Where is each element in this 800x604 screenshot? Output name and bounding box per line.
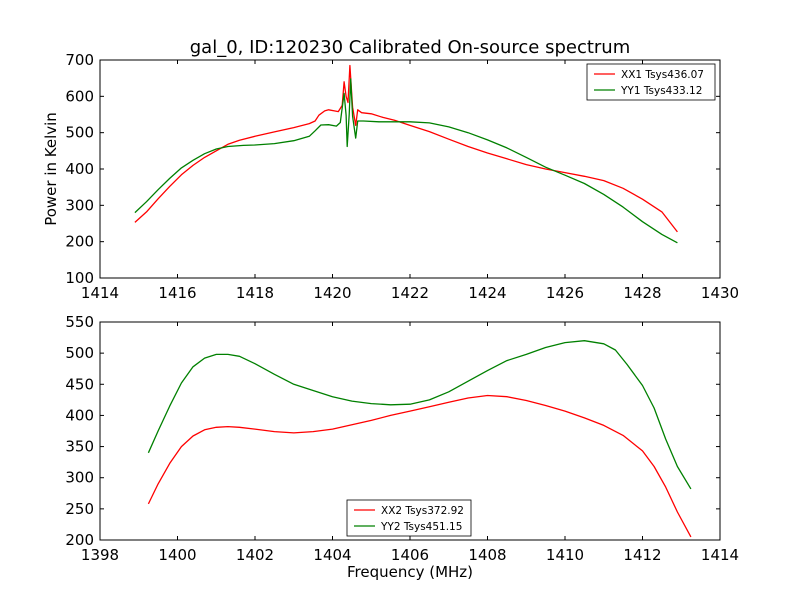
- y-axis-label: Power in Kelvin: [42, 112, 60, 226]
- x-tick-label: 1414: [81, 284, 119, 302]
- y-tick-label: 250: [65, 500, 94, 518]
- x-tick-label: 1412: [623, 546, 661, 564]
- y-tick-label: 450: [65, 375, 94, 393]
- y-tick-label: 500: [65, 124, 94, 142]
- y-tick-label: 300: [65, 196, 94, 214]
- x-tick-label: 1422: [391, 284, 429, 302]
- upper-spectrum-plot: 1414 1416 1418 1420 1422 1424 1426 1428 1430 100 2…: [65, 51, 739, 302]
- legend-label: YY2 Tsys451.15: [380, 521, 462, 533]
- y-tick-label: 100: [65, 269, 94, 287]
- series-line-xx1: [134, 64, 678, 233]
- series-line-xx2: [147, 394, 692, 538]
- series-line-yy1: [134, 78, 678, 244]
- x-tick-label: 1426: [546, 284, 584, 302]
- y-tick-label: 350: [65, 438, 94, 456]
- x-tick-label: 1404: [313, 546, 351, 564]
- x-axis-label: Frequency (MHz): [347, 563, 473, 581]
- x-tick-label: 1398: [81, 546, 119, 564]
- legend: XX2 Tsys372.92 YY2 Tsys451.15: [346, 499, 472, 537]
- legend-box: [586, 63, 716, 101]
- x-tick-label: 1416: [158, 284, 196, 302]
- y-tick-label: 300: [65, 469, 94, 487]
- x-tick-label: 1414: [701, 546, 739, 564]
- x-tick-label: 1408: [468, 546, 506, 564]
- y-tick-label: 200: [65, 531, 94, 549]
- legend-label: YY1 Tsys433.12: [620, 85, 702, 97]
- y-tick-label: 400: [65, 406, 94, 424]
- y-tick-label: 700: [65, 51, 94, 69]
- x-tick-label: 1418: [236, 284, 274, 302]
- x-tick-label: 1430: [701, 284, 739, 302]
- x-tick-label: 1402: [236, 546, 274, 564]
- legend-box: [346, 499, 472, 537]
- series-line-yy2: [147, 340, 692, 490]
- legend-label: XX1 Tsys436.07: [621, 69, 704, 81]
- y-tick-label: 550: [65, 313, 94, 331]
- legend-label: XX2 Tsys372.92: [381, 505, 464, 517]
- lower-spectrum-plot: 1398 1400 1402 1404 1406 1408 1410 1412 1414 200 2…: [65, 313, 739, 564]
- x-tick-label: 1420: [313, 284, 351, 302]
- x-tick-label: 1400: [158, 546, 196, 564]
- y-tick-label: 500: [65, 344, 94, 362]
- y-tick-label: 200: [65, 233, 94, 251]
- x-tick-label: 1424: [468, 284, 506, 302]
- chart-title: gal_0, ID:120230 Calibrated On-source sp…: [190, 37, 631, 58]
- x-tick-label: 1428: [623, 284, 661, 302]
- x-tick-label: 1410: [546, 546, 584, 564]
- legend: XX1 Tsys436.07 YY1 Tsys433.12: [586, 63, 716, 101]
- y-tick-label: 600: [65, 87, 94, 105]
- x-tick-label: 1406: [391, 546, 429, 564]
- y-tick-label: 400: [65, 160, 94, 178]
